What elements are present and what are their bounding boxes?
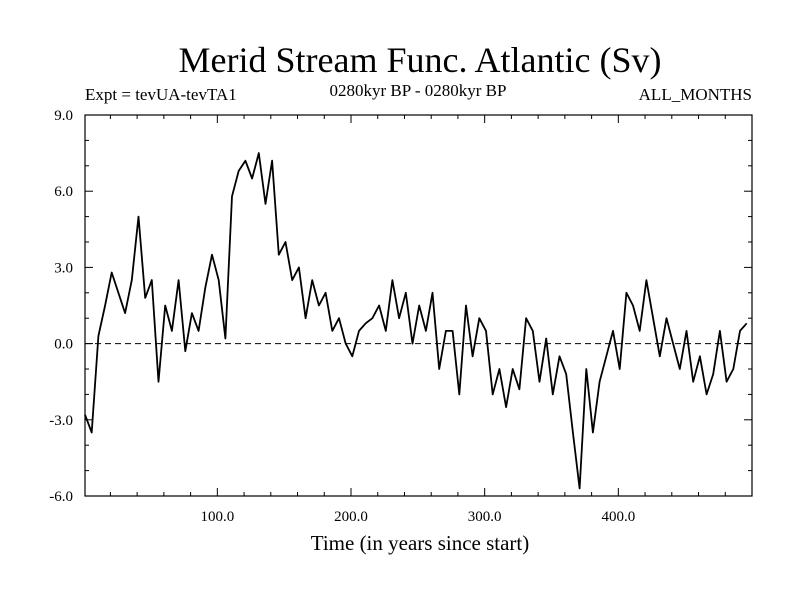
x-axis-label: Time (in years since start) [311, 531, 530, 555]
chart-subtitle-experiment: Expt = tevUA-tevTA1 [85, 85, 237, 104]
x-tick-label: 200.0 [334, 509, 368, 525]
y-tick-label: -3.0 [49, 413, 73, 429]
y-tick-label: 3.0 [54, 260, 73, 276]
x-tick-label: 400.0 [601, 509, 635, 525]
plot-frame [84, 114, 753, 497]
y-tick-label: 6.0 [54, 184, 73, 200]
y-tick-label: 0.0 [54, 337, 73, 353]
x-tick-label: 100.0 [200, 509, 234, 525]
y-tick-label: 9.0 [54, 108, 73, 124]
chart-title: Merid Stream Func. Atlantic (Sv) [179, 40, 662, 80]
data-series-line [84, 152, 748, 490]
chart-subtitle-period: 0280kyr BP - 0280kyr BP [330, 81, 507, 100]
x-tick-label: 300.0 [468, 509, 502, 525]
plot-area: -6.0 -3.0 0.0 3.0 6.0 9.0 100.0 200.0 300.0 400.0 [49, 108, 753, 525]
y-tick-label: -6.0 [49, 489, 73, 505]
chart-subtitle-months: ALL_MONTHS [639, 85, 752, 104]
